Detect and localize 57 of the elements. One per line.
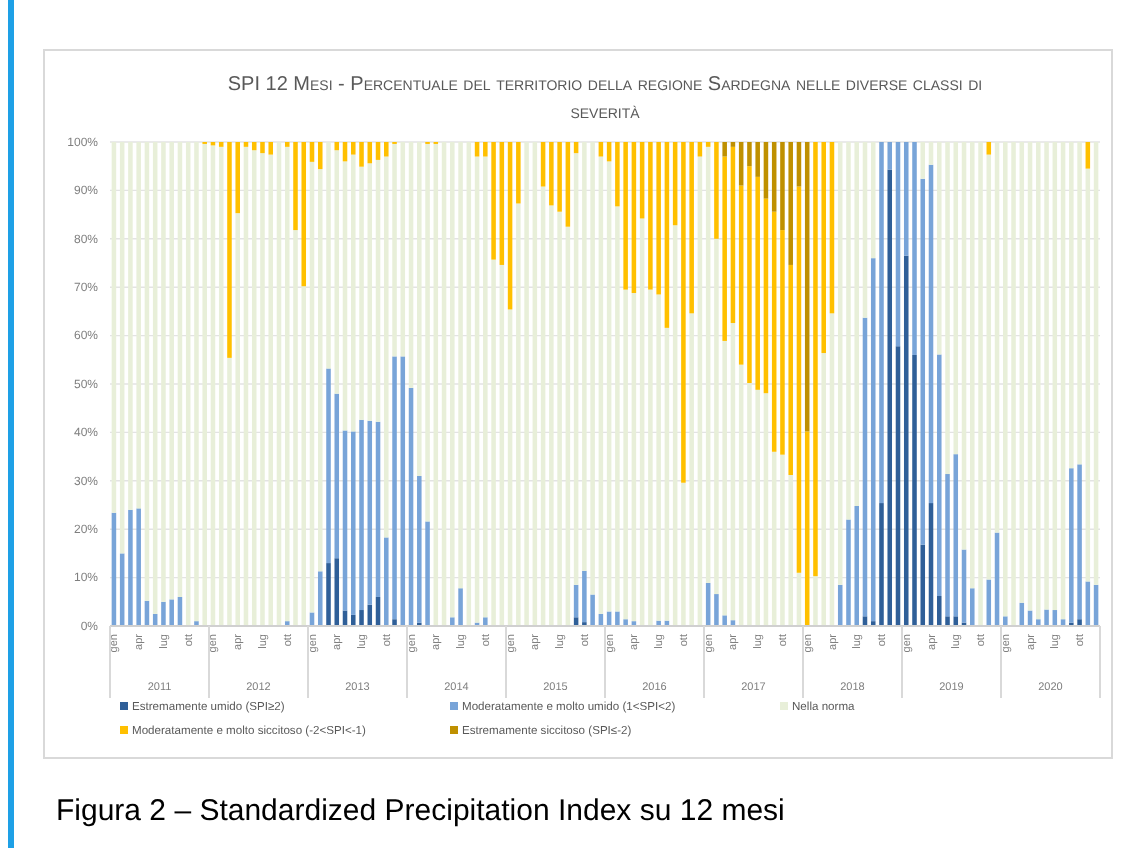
bar xyxy=(656,142,661,295)
bar xyxy=(351,614,356,626)
bar xyxy=(417,475,422,623)
bar xyxy=(458,588,463,626)
bar xyxy=(483,617,488,626)
bar xyxy=(681,142,686,483)
bar xyxy=(1044,609,1049,626)
bar xyxy=(936,595,942,626)
bar xyxy=(516,142,521,204)
bar xyxy=(1003,616,1008,626)
bar xyxy=(334,142,340,151)
bar xyxy=(161,601,166,626)
bar xyxy=(598,142,604,157)
bar xyxy=(854,505,859,626)
bar xyxy=(623,142,628,290)
bar xyxy=(1077,619,1082,626)
bar xyxy=(813,142,818,577)
bar xyxy=(747,166,752,384)
bar xyxy=(334,558,340,626)
bar xyxy=(359,142,364,167)
bar xyxy=(359,419,364,611)
bar xyxy=(1077,464,1082,620)
bar xyxy=(986,142,992,155)
bar xyxy=(648,142,653,290)
bar xyxy=(887,169,893,626)
bar xyxy=(714,594,719,626)
bar xyxy=(970,588,975,626)
bar xyxy=(301,142,307,287)
bar xyxy=(326,563,331,626)
bar xyxy=(326,368,331,564)
bar xyxy=(317,142,323,170)
bar xyxy=(755,142,760,177)
bar xyxy=(227,142,232,358)
bar xyxy=(697,142,703,157)
bar xyxy=(788,142,793,265)
bar xyxy=(260,142,265,154)
bar xyxy=(549,142,554,206)
bar xyxy=(384,142,389,157)
bar xyxy=(903,255,909,626)
chart-title: SPI 12 Mesi - Percentuale del territorio della regione Sardegna nelle diverse classi di severità xyxy=(227,74,983,124)
bar xyxy=(615,611,620,626)
bar xyxy=(392,356,397,620)
bar xyxy=(1069,468,1074,623)
bar xyxy=(359,610,364,626)
bar xyxy=(169,599,174,626)
bar xyxy=(722,142,727,157)
bar xyxy=(557,142,562,212)
text: Figura 2 – Standardized Precipitation Index su 12 mesi xyxy=(56,794,785,828)
bar xyxy=(491,142,496,260)
bar xyxy=(474,142,480,157)
bar xyxy=(136,508,141,626)
bar xyxy=(623,619,628,626)
bar xyxy=(392,619,397,626)
bar xyxy=(582,570,587,623)
bar xyxy=(128,509,133,626)
bar xyxy=(317,571,323,626)
bar xyxy=(268,142,274,155)
